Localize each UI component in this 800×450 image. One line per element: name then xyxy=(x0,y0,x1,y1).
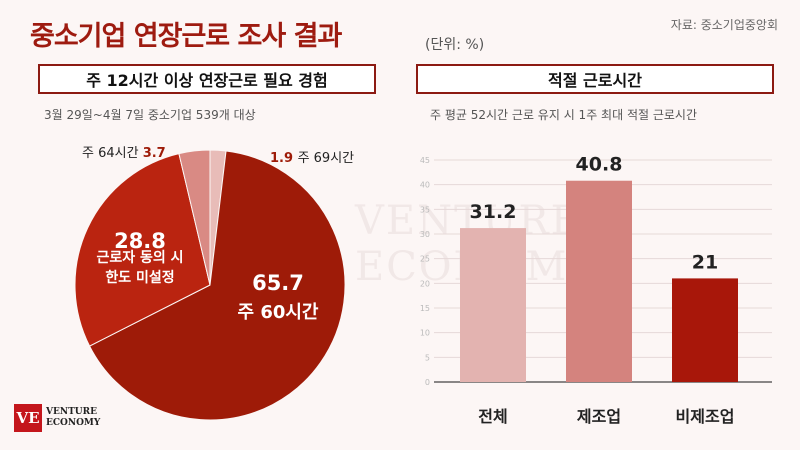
y-tick-20: 20 xyxy=(420,279,430,288)
pie-label-69h-text: 주 69시간 xyxy=(298,151,355,166)
bar-value-2: 21 xyxy=(692,251,718,273)
logo: VE VENTURE ECONOMY xyxy=(14,404,100,432)
y-tick-15: 15 xyxy=(420,304,430,313)
right-panel-subheading: 주 평균 52시간 근로 유지 시 1주 최대 적절 근로시간 xyxy=(430,108,697,122)
logo-line1: VENTURE xyxy=(46,407,97,417)
pie-slice-0 xyxy=(88,150,346,421)
bar-category-0: 전체 xyxy=(478,407,507,426)
bar-value-1: 40.8 xyxy=(576,154,623,176)
source-label: 자료: 중소기업중앙회 xyxy=(670,18,778,32)
bar-category-1: 제조업 xyxy=(577,407,621,426)
y-tick-0: 0 xyxy=(425,378,430,387)
pie-label-64h: 주 64시간 3.7 xyxy=(82,146,166,161)
pie-label-nolimit-line1: 근로자 동의 시 xyxy=(96,249,183,266)
y-tick-40: 40 xyxy=(420,181,430,190)
y-tick-10: 10 xyxy=(420,329,430,338)
pie-value-64h: 3.7 xyxy=(143,146,166,161)
y-tick-35: 35 xyxy=(420,205,430,214)
logo-mark: VE xyxy=(14,404,42,432)
bar-2 xyxy=(672,278,738,382)
pie-value-69h: 1.9 xyxy=(270,151,298,166)
unit-label: (단위: %) xyxy=(425,37,485,53)
left-panel-heading: 주 12시간 이상 연장근로 필요 경험 xyxy=(38,64,376,94)
right-panel-heading: 적절 근로시간 xyxy=(416,64,774,94)
pie-label-64h-text: 주 64시간 xyxy=(82,146,143,161)
logo-line2: ECONOMY xyxy=(46,418,101,428)
pie-slice-1 xyxy=(74,153,211,347)
pie-label-60h: 주 60시간 xyxy=(238,302,319,323)
pie-label-69h: 1.9 주 69시간 xyxy=(270,151,354,166)
pie-value-nolimit: 28.8 xyxy=(114,229,166,253)
logo-text: VENTURE ECONOMY xyxy=(46,407,100,429)
left-panel-subheading: 3월 29일~4월 7일 중소기업 539개 대상 xyxy=(44,108,256,122)
bar-0 xyxy=(460,228,526,382)
pie-value-60h: 65.7 xyxy=(252,271,304,295)
bar-value-0: 31.2 xyxy=(470,201,517,223)
y-tick-45: 45 xyxy=(420,156,430,165)
pie-label-nolimit-line2: 한도 미설정 xyxy=(105,269,174,286)
bar-category-2: 비제조업 xyxy=(676,407,735,426)
pie-slice-2 xyxy=(178,149,211,286)
y-tick-30: 30 xyxy=(420,230,430,239)
y-tick-5: 5 xyxy=(425,353,430,362)
page-title: 중소기업 연장근로 조사 결과 xyxy=(30,21,342,52)
y-tick-25: 25 xyxy=(420,255,430,264)
bar-1 xyxy=(566,180,632,382)
